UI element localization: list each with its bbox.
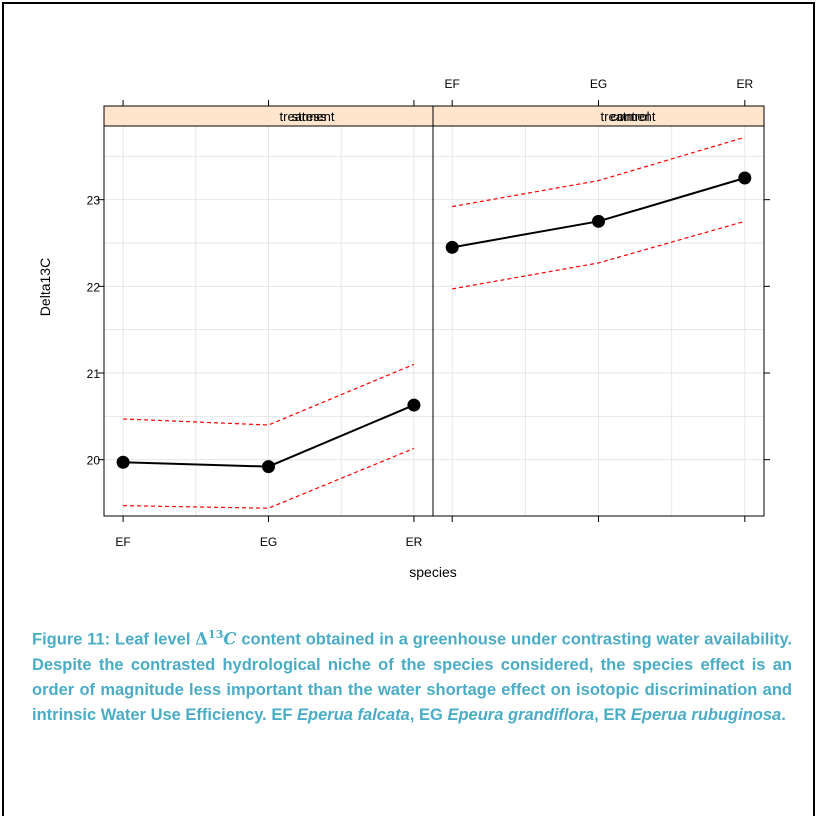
y-tick-label: 22 (87, 280, 101, 294)
caption-part1: Leaf level (114, 630, 191, 649)
data-point (445, 240, 459, 254)
panel-strip (103, 105, 434, 127)
carbon-symbol: C (223, 629, 237, 649)
y-tick-label: 20 (87, 454, 101, 468)
panel-strip-label: treatment (280, 109, 335, 124)
species-code-er: ER (603, 705, 627, 724)
panel-strip-label: treatment (601, 109, 656, 124)
x-tick-label: EF (115, 535, 130, 549)
panel-strip-label-overprint: control (610, 109, 649, 124)
caption-separator: , (409, 705, 415, 724)
species-name-er: Eperua rubuginosa (630, 705, 782, 724)
superscript-13: 13 (208, 628, 224, 641)
panel-strip (432, 105, 765, 127)
caption-separator: , (594, 705, 599, 724)
x-axis-title: species (409, 564, 456, 580)
data-point (116, 455, 130, 469)
x-tick-label-top: EF (445, 77, 460, 91)
y-tick-label: 21 (87, 367, 101, 381)
species-code-eg: EG (419, 705, 443, 724)
y-tick-label: 23 (87, 194, 101, 208)
panel-strip-label-overprint: stress (292, 109, 327, 124)
lower-confidence-line (452, 220, 745, 290)
species-name-eg: Epeura grandiflora (447, 705, 595, 724)
caption-part2: content obtained in a greenhouse under c… (32, 630, 792, 724)
x-tick-label-top: ER (736, 77, 753, 91)
data-point (262, 460, 275, 474)
caption-end: . (781, 705, 786, 724)
x-tick-label: EG (260, 535, 277, 549)
data-point (592, 214, 605, 228)
species-name-ef: Eperua falcata (297, 705, 410, 724)
x-tick-label-top: EG (590, 77, 607, 91)
species-code-ef: EF (271, 705, 293, 724)
y-axis-title: Delta13C (37, 258, 53, 316)
data-point (407, 398, 421, 412)
upper-confidence-line (452, 136, 745, 208)
delta-symbol: Δ (195, 629, 209, 649)
data-point (738, 171, 752, 185)
figure-caption: Figure 11: Leaf level Δ13C content obtai… (32, 622, 792, 728)
x-tick-label: ER (406, 535, 423, 549)
caption-label: Figure 11: (32, 630, 111, 649)
